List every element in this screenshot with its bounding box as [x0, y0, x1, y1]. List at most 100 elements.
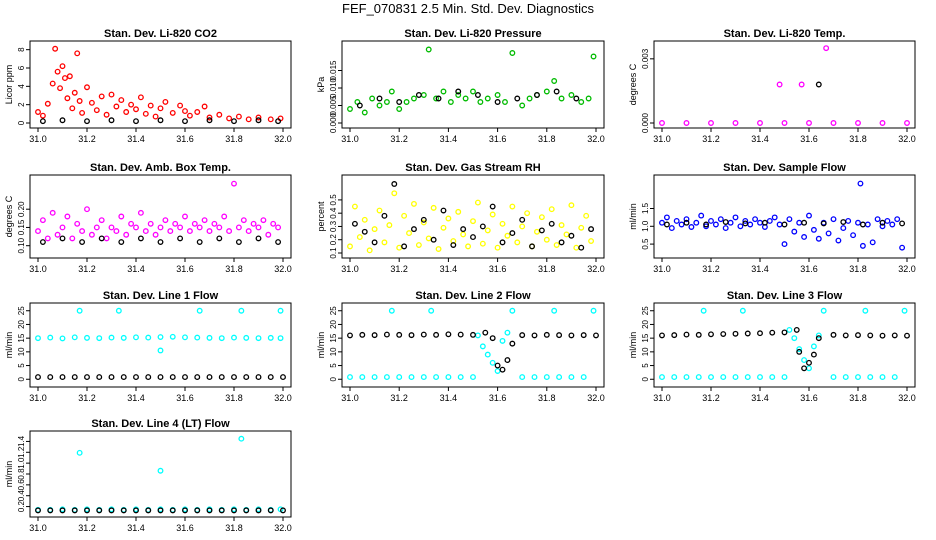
data-point	[172, 220, 179, 227]
data-point	[64, 95, 71, 102]
data-point	[120, 507, 127, 514]
x-tick-label: 32.0	[274, 523, 292, 533]
data-point	[732, 374, 739, 381]
data-point	[766, 218, 773, 224]
x-tick-label: 31.0	[341, 264, 359, 274]
data-point	[588, 226, 595, 233]
data-point	[502, 99, 508, 105]
data-point	[556, 374, 563, 381]
data-point	[659, 374, 665, 381]
data-point	[769, 329, 776, 336]
data-point	[563, 231, 570, 238]
panel-title: Stan. Dev. Line 2 Flow	[415, 290, 531, 302]
data-point	[695, 374, 702, 381]
data-point	[108, 334, 115, 341]
data-point	[659, 120, 665, 126]
data-point	[855, 374, 861, 381]
data-point	[796, 219, 803, 226]
data-point	[815, 332, 822, 339]
data-point	[59, 117, 66, 124]
data-point	[776, 221, 783, 228]
x-tick-label: 31.6	[800, 393, 818, 403]
data-point	[120, 374, 127, 381]
data-point	[133, 106, 139, 113]
data-point	[347, 332, 353, 339]
data-point	[484, 351, 491, 358]
data-point	[238, 307, 245, 314]
x-tick-label: 31.0	[341, 134, 359, 144]
data-point	[568, 232, 575, 239]
y-tick-label: 10	[641, 347, 650, 356]
data-point	[531, 332, 538, 339]
data-point	[479, 240, 486, 247]
page-title: FEF_070831 2.5 Min. Std. Dev. Diagnostic…	[342, 1, 594, 16]
data-point	[128, 220, 135, 227]
y-tick-label: 5	[641, 363, 650, 368]
y-tick-label: 15	[329, 333, 338, 342]
data-point	[727, 219, 734, 226]
data-point	[869, 239, 876, 246]
data-point	[590, 307, 597, 314]
data-point	[182, 118, 188, 125]
x-tick-label: 31.0	[653, 134, 671, 144]
data-point	[744, 330, 751, 337]
panel-title: Stan. Dev. Li-820 Pressure	[404, 28, 541, 40]
x-tick-label: 31.6	[176, 393, 194, 403]
data-point	[580, 374, 587, 381]
data-point	[177, 235, 184, 242]
y-tick-label: 0	[329, 376, 338, 381]
data-point	[391, 181, 398, 187]
data-point	[371, 239, 378, 246]
y-tick-label: 10	[17, 347, 26, 356]
y-tick-label: 0.2	[329, 234, 338, 246]
data-point	[899, 220, 906, 227]
data-point	[216, 111, 223, 118]
data-point	[732, 214, 739, 221]
data-point	[226, 228, 233, 235]
data-point	[548, 220, 555, 227]
x-tick-label: 31.8	[225, 393, 243, 403]
y-tick-label: 0.1	[329, 247, 338, 259]
data-point	[123, 231, 130, 238]
data-point	[420, 92, 427, 98]
data-point	[84, 206, 90, 213]
data-point	[460, 226, 467, 233]
data-point	[776, 81, 783, 88]
x-tick-label: 31.2	[390, 264, 408, 274]
x-tick-label: 31.8	[225, 264, 243, 274]
data-point	[742, 218, 749, 224]
data-point	[744, 374, 751, 381]
data-point	[786, 326, 793, 333]
data-point	[59, 374, 66, 381]
data-point	[445, 374, 452, 381]
data-point	[450, 242, 457, 248]
data-point	[133, 118, 139, 125]
data-point	[499, 337, 506, 344]
plot-frame	[341, 302, 605, 388]
data-point	[411, 95, 417, 102]
y-tick-label: 25	[641, 306, 650, 315]
data-point	[406, 230, 412, 237]
data-point	[470, 88, 476, 95]
data-point	[376, 207, 383, 214]
plot-frame	[29, 174, 292, 259]
data-point	[548, 206, 555, 213]
data-point	[59, 224, 66, 231]
data-point	[255, 335, 262, 342]
plot-frame	[341, 174, 605, 259]
data-point	[275, 118, 282, 125]
data-point	[519, 102, 526, 109]
data-point	[169, 507, 176, 514]
data-point	[695, 331, 702, 338]
panel-5: Stan. Dev. Gas Stream RH percent 31.0 31.2 3…	[316, 162, 605, 274]
data-point	[551, 307, 558, 314]
panel-6: Stan. Dev. Sample Flow ml/min 31.0 31.2 31.4…	[628, 162, 916, 274]
x-tick-label: 31.0	[653, 264, 671, 274]
x-tick-label: 31.2	[78, 134, 96, 144]
data-point	[573, 95, 580, 102]
data-point	[440, 88, 447, 95]
data-point	[391, 190, 398, 197]
data-point	[519, 374, 526, 381]
data-point	[791, 335, 798, 342]
y-axis-label: kPa	[316, 77, 326, 93]
